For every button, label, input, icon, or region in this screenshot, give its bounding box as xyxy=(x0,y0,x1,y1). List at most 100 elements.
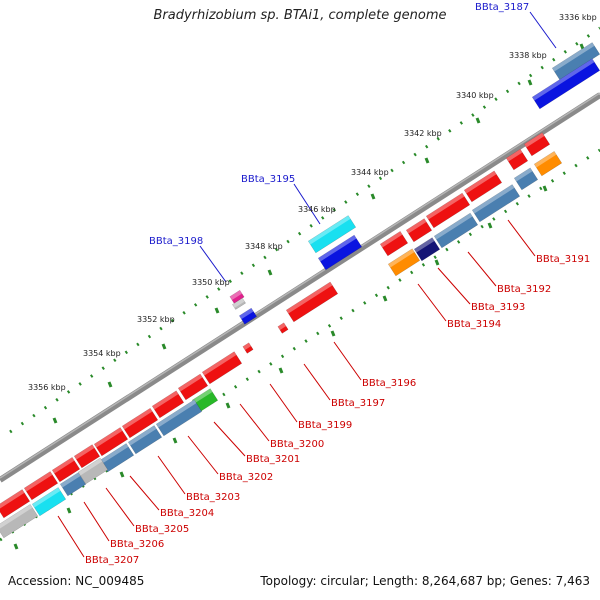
gene-label-bbta-3199[interactable]: BBta_3199 xyxy=(298,420,352,431)
gene-label-bbta-3198[interactable]: BBta_3198 xyxy=(149,236,203,247)
gene-block[interactable] xyxy=(307,215,357,254)
gene-block[interactable] xyxy=(127,425,163,455)
tick-mark xyxy=(330,330,336,337)
gene-block[interactable] xyxy=(73,444,101,469)
gene-shine xyxy=(406,218,427,234)
gene-label-bbta-3192[interactable]: BBta_3192 xyxy=(497,284,551,295)
tick-mark xyxy=(119,471,125,478)
gene-shine xyxy=(122,408,153,430)
gene-label-bbta-3194[interactable]: BBta_3194 xyxy=(447,319,501,330)
tick-mark xyxy=(13,543,19,550)
leader-line xyxy=(157,455,186,495)
gene-shine xyxy=(277,322,286,330)
leader-line xyxy=(239,403,270,442)
gene-label-bbta-3191[interactable]: BBta_3191 xyxy=(536,254,590,265)
gene-label-bbta-3201[interactable]: BBta_3201 xyxy=(246,454,300,465)
gene-block[interactable] xyxy=(505,148,529,171)
tick-labels: 3336 kbp 3338 kbp 3340 kbp 3342 kbp 3344 kbp… xyxy=(28,13,597,392)
gene-block[interactable] xyxy=(155,399,203,437)
gene-shine xyxy=(0,504,33,529)
gene-label-bbta-3193[interactable]: BBta_3193 xyxy=(471,302,525,313)
gene-block[interactable] xyxy=(413,237,441,262)
gene-block[interactable] xyxy=(317,234,363,271)
gene-block[interactable] xyxy=(31,487,67,517)
gene-block[interactable] xyxy=(523,132,551,157)
gene-label-bbta-3200[interactable]: BBta_3200 xyxy=(270,439,324,450)
gene-shine xyxy=(286,281,333,314)
genome-backbone xyxy=(0,92,600,483)
tick-mark xyxy=(475,117,481,124)
leader-line xyxy=(213,421,246,457)
gene-shine xyxy=(24,471,53,492)
tick-label: 3338 kbp xyxy=(509,51,547,60)
gene-block[interactable] xyxy=(23,471,59,501)
leader-line xyxy=(467,251,497,287)
gene-label-bbta-3207[interactable]: BBta_3207 xyxy=(85,555,139,566)
tick-mark xyxy=(225,402,231,409)
gene-block[interactable] xyxy=(425,192,471,229)
gene-shine xyxy=(128,425,157,446)
accession-text: Accession: NC_009485 xyxy=(8,574,145,588)
leader-line xyxy=(333,341,362,381)
leader-line xyxy=(437,267,471,305)
gene-label-bbta-3187[interactable]: BBta_3187 xyxy=(475,2,529,13)
gene-block[interactable] xyxy=(0,489,31,519)
gene-block[interactable] xyxy=(51,456,81,483)
gene-block[interactable] xyxy=(285,281,339,323)
gene-shine xyxy=(229,290,242,300)
gene-block[interactable] xyxy=(201,351,243,385)
gene-label-bbta-3202[interactable]: BBta_3202 xyxy=(219,472,273,483)
tick-mark xyxy=(161,343,167,350)
gene-block[interactable] xyxy=(232,297,246,310)
gene-block[interactable] xyxy=(387,248,421,277)
gene-label-bbta-3196[interactable]: BBta_3196 xyxy=(362,378,416,389)
gene-shine xyxy=(532,58,595,101)
tick-label: 3350 kbp xyxy=(192,278,230,287)
gene-shine xyxy=(308,215,351,245)
tick-mark xyxy=(52,417,58,424)
gene-shine xyxy=(380,231,403,248)
leader-line xyxy=(57,515,85,558)
tick-mark xyxy=(107,381,113,388)
gene-block[interactable] xyxy=(405,218,433,243)
gene-block[interactable] xyxy=(471,184,521,223)
gene-shine xyxy=(414,237,435,253)
gene-block[interactable] xyxy=(59,472,87,497)
tick-mark xyxy=(424,157,430,164)
gene-block[interactable] xyxy=(533,150,563,177)
gene-block[interactable] xyxy=(463,170,503,203)
gene-block[interactable] xyxy=(229,289,245,304)
gene-shine xyxy=(232,298,245,308)
tick-label: 3344 kbp xyxy=(351,168,389,177)
tick-mark xyxy=(66,507,72,514)
tick-marks xyxy=(13,43,585,550)
gene-label-bbta-3195[interactable]: BBta_3195 xyxy=(241,174,295,185)
gene-label-bbta-3206[interactable]: BBta_3206 xyxy=(110,539,164,550)
gene-block[interactable] xyxy=(177,373,209,401)
gene-block[interactable] xyxy=(277,322,289,334)
gene-label-bbta-3203[interactable]: BBta_3203 xyxy=(186,492,240,503)
gene-block[interactable] xyxy=(433,212,479,249)
tick-label: 3348 kbp xyxy=(245,242,283,251)
leader-line xyxy=(83,501,110,542)
gene-block[interactable] xyxy=(93,427,129,457)
gene-block[interactable] xyxy=(238,307,258,325)
gene-block[interactable] xyxy=(513,167,539,191)
gene-label-bbta-3197[interactable]: BBta_3197 xyxy=(331,398,385,409)
gene-block[interactable] xyxy=(242,342,254,354)
gene-block[interactable] xyxy=(121,407,159,439)
tick-mark xyxy=(370,193,376,200)
gene-block[interactable] xyxy=(151,390,185,419)
gene-shine xyxy=(434,213,473,240)
gene-shine xyxy=(78,458,103,476)
gene-block[interactable] xyxy=(0,504,39,539)
gene-block[interactable] xyxy=(77,457,109,485)
gene-shine xyxy=(60,472,81,488)
gene-label-bbta-3204[interactable]: BBta_3204 xyxy=(160,508,214,519)
gene-label-bbta-3205[interactable]: BBta_3205 xyxy=(135,524,189,535)
gene-block[interactable] xyxy=(379,230,409,257)
tick-mark xyxy=(487,222,493,229)
leader-line xyxy=(269,383,298,423)
genome-backbone-highlight xyxy=(0,92,600,479)
